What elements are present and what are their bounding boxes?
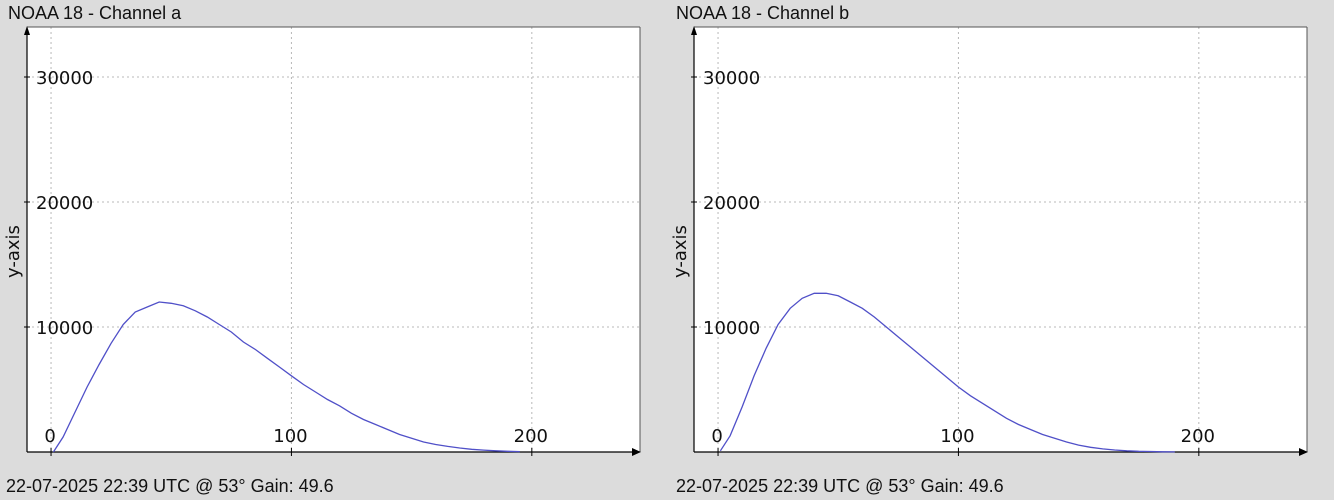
plot-area — [694, 27, 1307, 452]
x-tick-label: 0 — [44, 426, 55, 447]
x-tick-label: 0 — [711, 426, 722, 447]
x-tick-label: 100 — [940, 426, 974, 447]
x-tick-label: 200 — [514, 426, 548, 447]
y-tick-label: 10000 — [703, 318, 760, 339]
plot-channel-a: 0 100 200 10000 20000 30000 y-axis — [3, 26, 641, 456]
y-axis-arrow — [24, 26, 30, 35]
y-tick-label: 30000 — [36, 68, 93, 89]
x-axis-arrow — [632, 448, 641, 456]
y-axis-label: y-axis — [3, 225, 24, 278]
y-tick-label: 20000 — [703, 193, 760, 214]
chart-title-a: NOAA 18 - Channel a — [8, 3, 182, 23]
series-line — [719, 292, 1175, 453]
y-axis-label: y-axis — [670, 225, 691, 278]
x-axis-arrow — [1299, 448, 1308, 456]
y-tick-label: 20000 — [36, 193, 93, 214]
x-tick-label: 200 — [1181, 426, 1215, 447]
series-line — [52, 301, 520, 453]
plot-channel-b: 0 100 200 10000 20000 30000 y-axis — [670, 26, 1308, 456]
chart-title-b: NOAA 18 - Channel b — [676, 3, 850, 23]
y-axis-arrow — [691, 26, 697, 35]
y-tick-label: 30000 — [703, 68, 760, 89]
status-footer-a: 22-07-2025 22:39 UTC @ 53° Gain: 49.6 — [6, 476, 334, 496]
y-tick-label: 10000 — [36, 318, 93, 339]
x-tick-label: 100 — [273, 426, 307, 447]
status-footer-b: 22-07-2025 22:39 UTC @ 53° Gain: 49.6 — [676, 476, 1004, 496]
plot-area — [27, 27, 640, 452]
